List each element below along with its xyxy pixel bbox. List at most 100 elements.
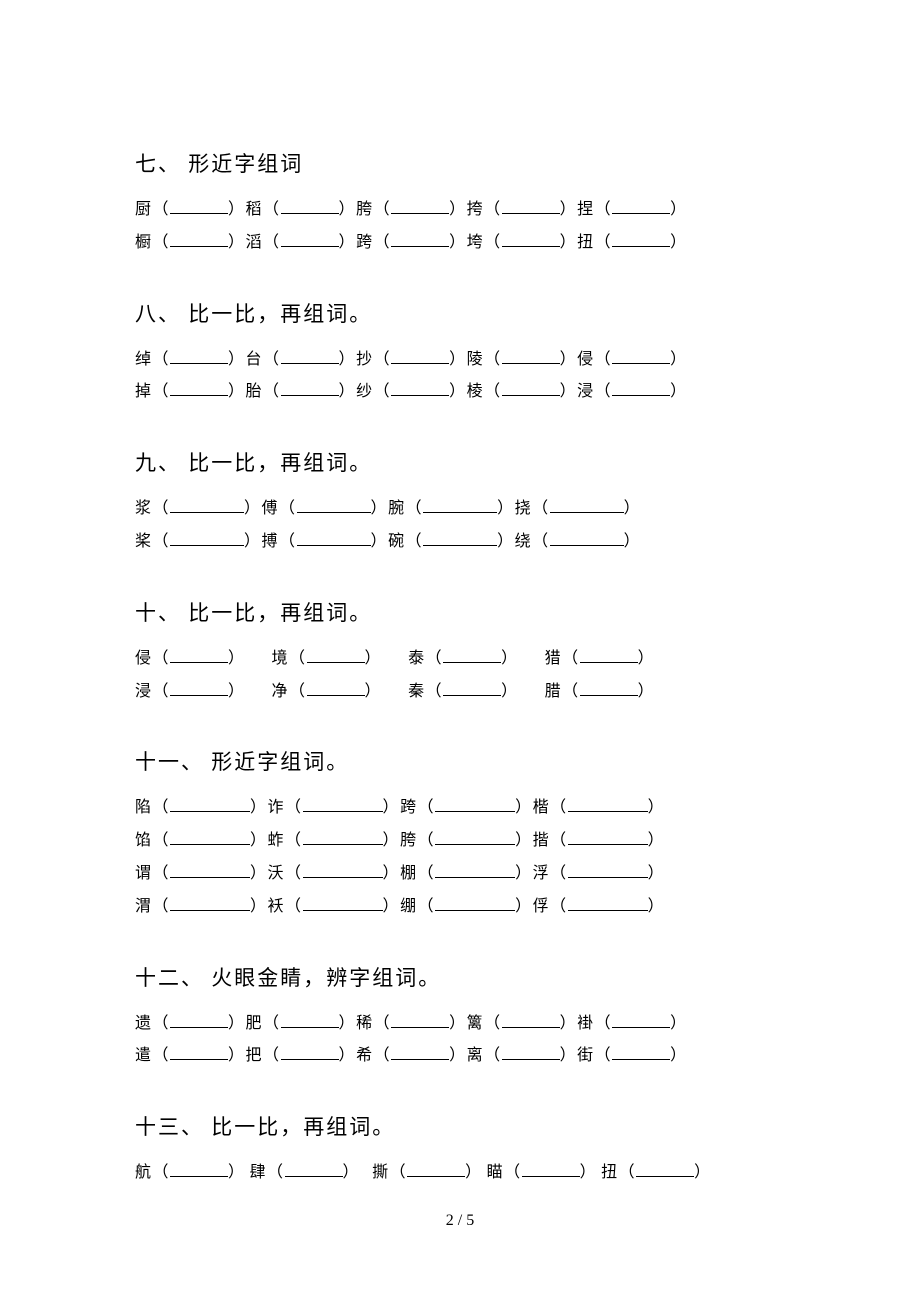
fill-blank[interactable] bbox=[612, 231, 670, 247]
fill-blank[interactable] bbox=[423, 497, 497, 513]
fill-blank[interactable] bbox=[435, 796, 515, 812]
char-label: 绰（ bbox=[135, 351, 170, 368]
fill-blank[interactable] bbox=[281, 231, 339, 247]
close-paren: ） bbox=[228, 683, 246, 700]
exercise-line: 浆（）傅（）腕（）挠（） bbox=[135, 493, 785, 526]
fill-blank[interactable] bbox=[612, 348, 670, 364]
fill-blank[interactable] bbox=[297, 530, 371, 546]
fill-blank[interactable] bbox=[580, 680, 638, 696]
close-paren: ） bbox=[501, 683, 519, 700]
fill-blank[interactable] bbox=[391, 348, 449, 364]
close-paren: ） bbox=[515, 832, 533, 849]
fill-blank[interactable] bbox=[568, 829, 648, 845]
fill-blank[interactable] bbox=[502, 231, 560, 247]
fill-blank[interactable] bbox=[391, 231, 449, 247]
fill-blank[interactable] bbox=[170, 380, 228, 396]
fill-blank[interactable] bbox=[443, 647, 501, 663]
fill-blank[interactable] bbox=[391, 198, 449, 214]
fill-blank[interactable] bbox=[303, 862, 383, 878]
exercise-line: 浸（）净（）秦（）腊（） bbox=[135, 676, 785, 709]
fill-blank[interactable] bbox=[170, 348, 228, 364]
fill-blank[interactable] bbox=[391, 1012, 449, 1028]
char-label: 跨（ bbox=[356, 234, 391, 251]
fill-blank[interactable] bbox=[170, 862, 250, 878]
close-paren: ） bbox=[339, 201, 357, 218]
fill-blank[interactable] bbox=[612, 198, 670, 214]
close-paren: ） bbox=[638, 683, 656, 700]
fill-blank[interactable] bbox=[170, 796, 250, 812]
fill-blank[interactable] bbox=[285, 1161, 343, 1177]
fill-blank[interactable] bbox=[568, 796, 648, 812]
close-paren: ） bbox=[648, 865, 666, 882]
fill-blank[interactable] bbox=[435, 895, 515, 911]
fill-blank[interactable] bbox=[550, 530, 624, 546]
close-paren: ） bbox=[515, 799, 533, 816]
char-label: 胯（ bbox=[400, 832, 435, 849]
char-label: 腊（ bbox=[545, 683, 580, 700]
char-label: 挠（ bbox=[515, 500, 550, 517]
close-paren: ） bbox=[250, 865, 268, 882]
fill-blank[interactable] bbox=[307, 647, 365, 663]
fill-blank[interactable] bbox=[391, 380, 449, 396]
fill-blank[interactable] bbox=[435, 862, 515, 878]
close-paren: ） bbox=[560, 1047, 578, 1064]
fill-blank[interactable] bbox=[502, 380, 560, 396]
char-label: 棱（ bbox=[467, 383, 502, 400]
fill-blank[interactable] bbox=[502, 1044, 560, 1060]
fill-blank[interactable] bbox=[502, 1012, 560, 1028]
fill-blank[interactable] bbox=[502, 198, 560, 214]
fill-blank[interactable] bbox=[170, 530, 244, 546]
fill-blank[interactable] bbox=[170, 497, 244, 513]
fill-blank[interactable] bbox=[170, 198, 228, 214]
fill-blank[interactable] bbox=[281, 1012, 339, 1028]
fill-blank[interactable] bbox=[423, 530, 497, 546]
fill-blank[interactable] bbox=[303, 796, 383, 812]
fill-blank[interactable] bbox=[407, 1161, 465, 1177]
fill-blank[interactable] bbox=[281, 348, 339, 364]
exercise-line: 侵（）境（）泰（）猎（） bbox=[135, 643, 785, 676]
char-label: 稀（ bbox=[356, 1015, 391, 1032]
fill-blank[interactable] bbox=[170, 647, 228, 663]
fill-blank[interactable] bbox=[170, 231, 228, 247]
fill-blank[interactable] bbox=[612, 1044, 670, 1060]
fill-blank[interactable] bbox=[281, 1044, 339, 1060]
fill-blank[interactable] bbox=[170, 895, 250, 911]
close-paren: ） bbox=[228, 650, 246, 667]
fill-blank[interactable] bbox=[170, 1012, 228, 1028]
fill-blank[interactable] bbox=[435, 829, 515, 845]
fill-blank[interactable] bbox=[303, 895, 383, 911]
close-paren: ） bbox=[244, 500, 262, 517]
fill-blank[interactable] bbox=[636, 1161, 694, 1177]
fill-blank[interactable] bbox=[550, 497, 624, 513]
char-label: 侵（ bbox=[577, 351, 612, 368]
exercise-line: 遗（）肥（）稀（）篱（）褂（） bbox=[135, 1008, 785, 1041]
fill-blank[interactable] bbox=[391, 1044, 449, 1060]
section-title: 七、 形近字组词 bbox=[135, 148, 785, 178]
fill-blank[interactable] bbox=[281, 198, 339, 214]
fill-blank[interactable] bbox=[307, 680, 365, 696]
fill-blank[interactable] bbox=[170, 680, 228, 696]
close-paren: ） bbox=[515, 865, 533, 882]
exercise-line: 航（）肆（）撕（）瞄（）扭（） bbox=[135, 1157, 785, 1190]
fill-blank[interactable] bbox=[297, 497, 371, 513]
fill-blank[interactable] bbox=[170, 1044, 228, 1060]
fill-blank[interactable] bbox=[170, 829, 250, 845]
section-title: 十、 比一比，再组词。 bbox=[135, 597, 785, 627]
close-paren: ） bbox=[465, 1164, 483, 1181]
close-paren: ） bbox=[339, 1047, 357, 1064]
close-paren: ） bbox=[250, 832, 268, 849]
fill-blank[interactable] bbox=[443, 680, 501, 696]
fill-blank[interactable] bbox=[281, 380, 339, 396]
fill-blank[interactable] bbox=[612, 380, 670, 396]
char-label: 揩（ bbox=[533, 832, 568, 849]
fill-blank[interactable] bbox=[580, 647, 638, 663]
fill-blank[interactable] bbox=[568, 895, 648, 911]
fill-blank[interactable] bbox=[502, 348, 560, 364]
fill-blank[interactable] bbox=[568, 862, 648, 878]
char-label: 泰（ bbox=[408, 650, 443, 667]
close-paren: ） bbox=[343, 1164, 361, 1181]
fill-blank[interactable] bbox=[522, 1161, 580, 1177]
fill-blank[interactable] bbox=[303, 829, 383, 845]
fill-blank[interactable] bbox=[612, 1012, 670, 1028]
fill-blank[interactable] bbox=[170, 1161, 228, 1177]
